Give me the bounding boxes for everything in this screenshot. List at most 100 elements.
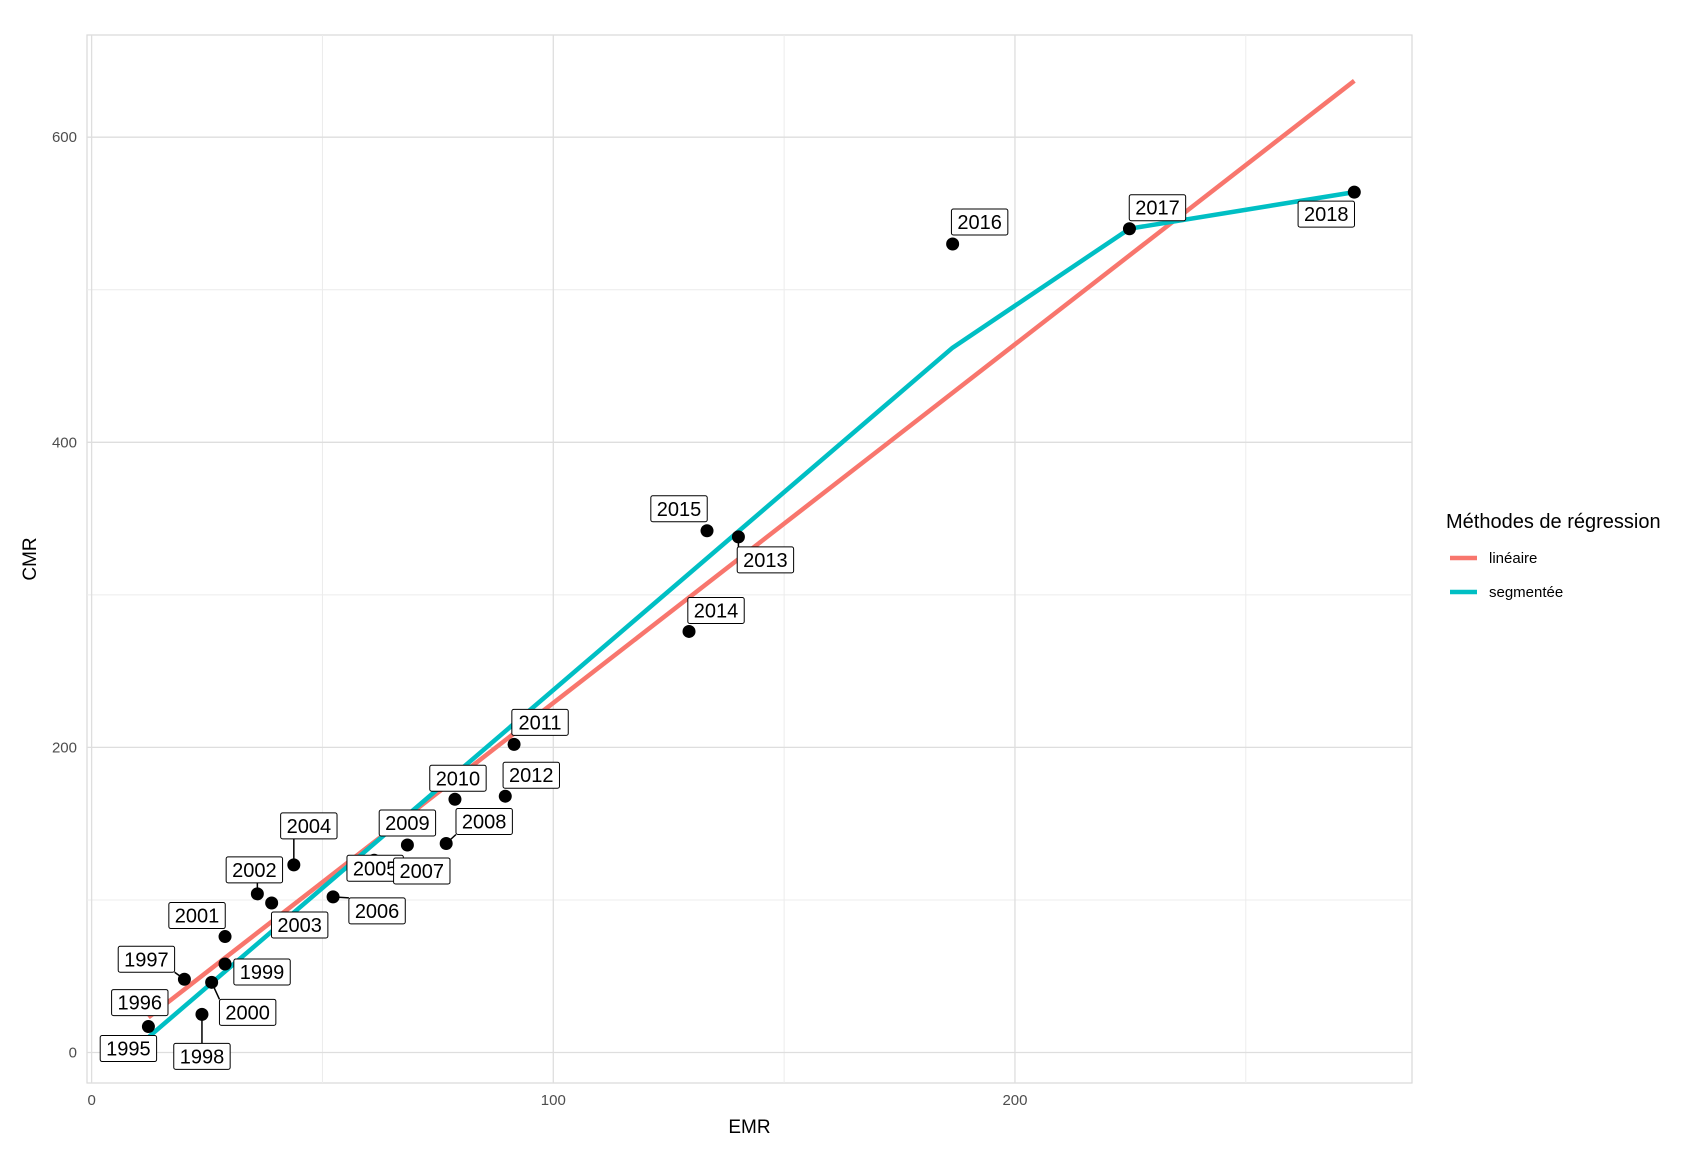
- data-point-2009: [400, 838, 414, 852]
- point-label-text: 2000: [225, 1002, 270, 1024]
- point-label-2001: 2001: [168, 902, 226, 930]
- data-point-2008: [439, 837, 453, 851]
- point-label-box: [950, 208, 1009, 236]
- data-point-1995: [141, 1020, 155, 1034]
- point-label-text: 2011: [519, 712, 562, 734]
- y-axis-title: CMR: [20, 537, 41, 580]
- point-label-text: 2016: [957, 212, 1002, 234]
- x-axis-title: EMR: [728, 1117, 770, 1138]
- point-label-box: [111, 989, 169, 1017]
- point-label-text: 1997: [124, 949, 169, 971]
- point-label-text: 2005: [353, 858, 398, 880]
- point-label-2016: 2016: [950, 208, 1009, 236]
- x-tick-label: 100: [541, 1092, 566, 1109]
- point-label-2017: 2017: [1128, 194, 1187, 222]
- panel-border: [86, 34, 1413, 1084]
- point-label-2007: 2007: [393, 857, 451, 885]
- point-label-1996: 1996: [111, 989, 169, 1017]
- point-label-box: [1128, 194, 1187, 222]
- point-label-box: [348, 897, 406, 925]
- data-point-2010: [448, 792, 462, 806]
- data-point-1999: [218, 957, 232, 971]
- point-label-2012: 2012: [502, 761, 560, 789]
- data-point-2003: [265, 896, 279, 910]
- point-label-box: [650, 495, 708, 523]
- data-points: [141, 185, 1361, 1034]
- point-label-text: 2004: [287, 816, 332, 838]
- y-tick-label: 0: [69, 1044, 77, 1061]
- point-label-text: 2002: [232, 860, 277, 882]
- data-point-2017: [1122, 222, 1136, 236]
- point-label-text: 2018: [1304, 204, 1349, 226]
- legend: Méthodes de régression linéaire segmentée: [1446, 511, 1661, 601]
- point-label-text: 2012: [509, 765, 554, 787]
- point-label-1995: 1995: [99, 1035, 158, 1063]
- point-label-2015: 2015: [650, 495, 708, 523]
- point-label-text: 2017: [1135, 198, 1180, 220]
- point-label-box: [736, 546, 795, 574]
- point-label-1998: 1998: [173, 1042, 231, 1070]
- x-tick-label: 200: [1002, 1092, 1027, 1109]
- data-point-2001: [218, 930, 232, 944]
- point-label-text: 2009: [385, 813, 430, 835]
- point-label-text: 2003: [277, 915, 322, 937]
- series-line-segmentee: [146, 189, 1355, 1039]
- point-label-text: 2015: [657, 499, 702, 521]
- legend-label-segmentee: segmentée: [1489, 584, 1563, 601]
- point-label-2006: 2006: [348, 897, 406, 925]
- point-label-text: 2013: [743, 550, 788, 572]
- data-point-2018: [1347, 185, 1361, 199]
- point-label-2013: 2013: [736, 546, 795, 574]
- data-point-2011: [507, 737, 521, 751]
- point-label-1999: 1999: [233, 958, 291, 986]
- point-label-box: [393, 857, 451, 885]
- y-tick-label: 200: [52, 739, 77, 756]
- point-label-box: [270, 911, 329, 939]
- point-label-box: [225, 856, 284, 884]
- data-point-2012: [498, 789, 512, 803]
- point-label-text: 1996: [118, 993, 163, 1015]
- point-label-box: [511, 708, 569, 736]
- legend-label-lineaire: linéaire: [1489, 550, 1537, 567]
- point-label-2004: 2004: [280, 812, 338, 840]
- point-label-box: [173, 1042, 231, 1070]
- point-label-box: [233, 958, 291, 986]
- point-label-box: [455, 808, 513, 836]
- data-point-1998: [195, 1007, 209, 1021]
- point-label-text: 1999: [240, 962, 285, 984]
- data-point-2002: [250, 887, 264, 901]
- point-label-box: [687, 596, 745, 624]
- point-label-text: 2010: [436, 768, 481, 790]
- point-label-box: [168, 902, 226, 930]
- point-label-box: [218, 998, 277, 1026]
- point-label-box: [502, 761, 560, 789]
- point-label-text: 2007: [400, 861, 445, 883]
- data-point-2006: [326, 890, 340, 904]
- point-label-2018: 2018: [1297, 200, 1355, 228]
- point-label-box: [99, 1035, 158, 1063]
- y-tick-label: 400: [52, 434, 77, 451]
- point-label-text: 1998: [180, 1046, 225, 1068]
- data-point-1997: [177, 972, 191, 986]
- point-label-1997: 1997: [117, 945, 176, 973]
- point-label-box: [378, 809, 437, 837]
- point-label-2000: 2000: [218, 998, 277, 1026]
- point-label-box: [117, 945, 176, 973]
- point-label-2009: 2009: [378, 809, 437, 837]
- point-label-2014: 2014: [687, 596, 745, 624]
- x-tick-label: 0: [87, 1092, 95, 1109]
- point-label-text: 2014: [694, 600, 739, 622]
- point-label-box: [280, 812, 338, 840]
- data-point-2015: [700, 524, 714, 538]
- data-point-2004: [287, 858, 301, 872]
- data-point-2000: [205, 975, 219, 989]
- y-tick-label: 600: [52, 129, 77, 146]
- point-label-text: 2008: [462, 812, 507, 834]
- point-label-2002: 2002: [225, 856, 284, 884]
- point-label-box: [1297, 200, 1355, 228]
- point-label-2003: 2003: [270, 911, 329, 939]
- data-point-2016: [946, 237, 960, 251]
